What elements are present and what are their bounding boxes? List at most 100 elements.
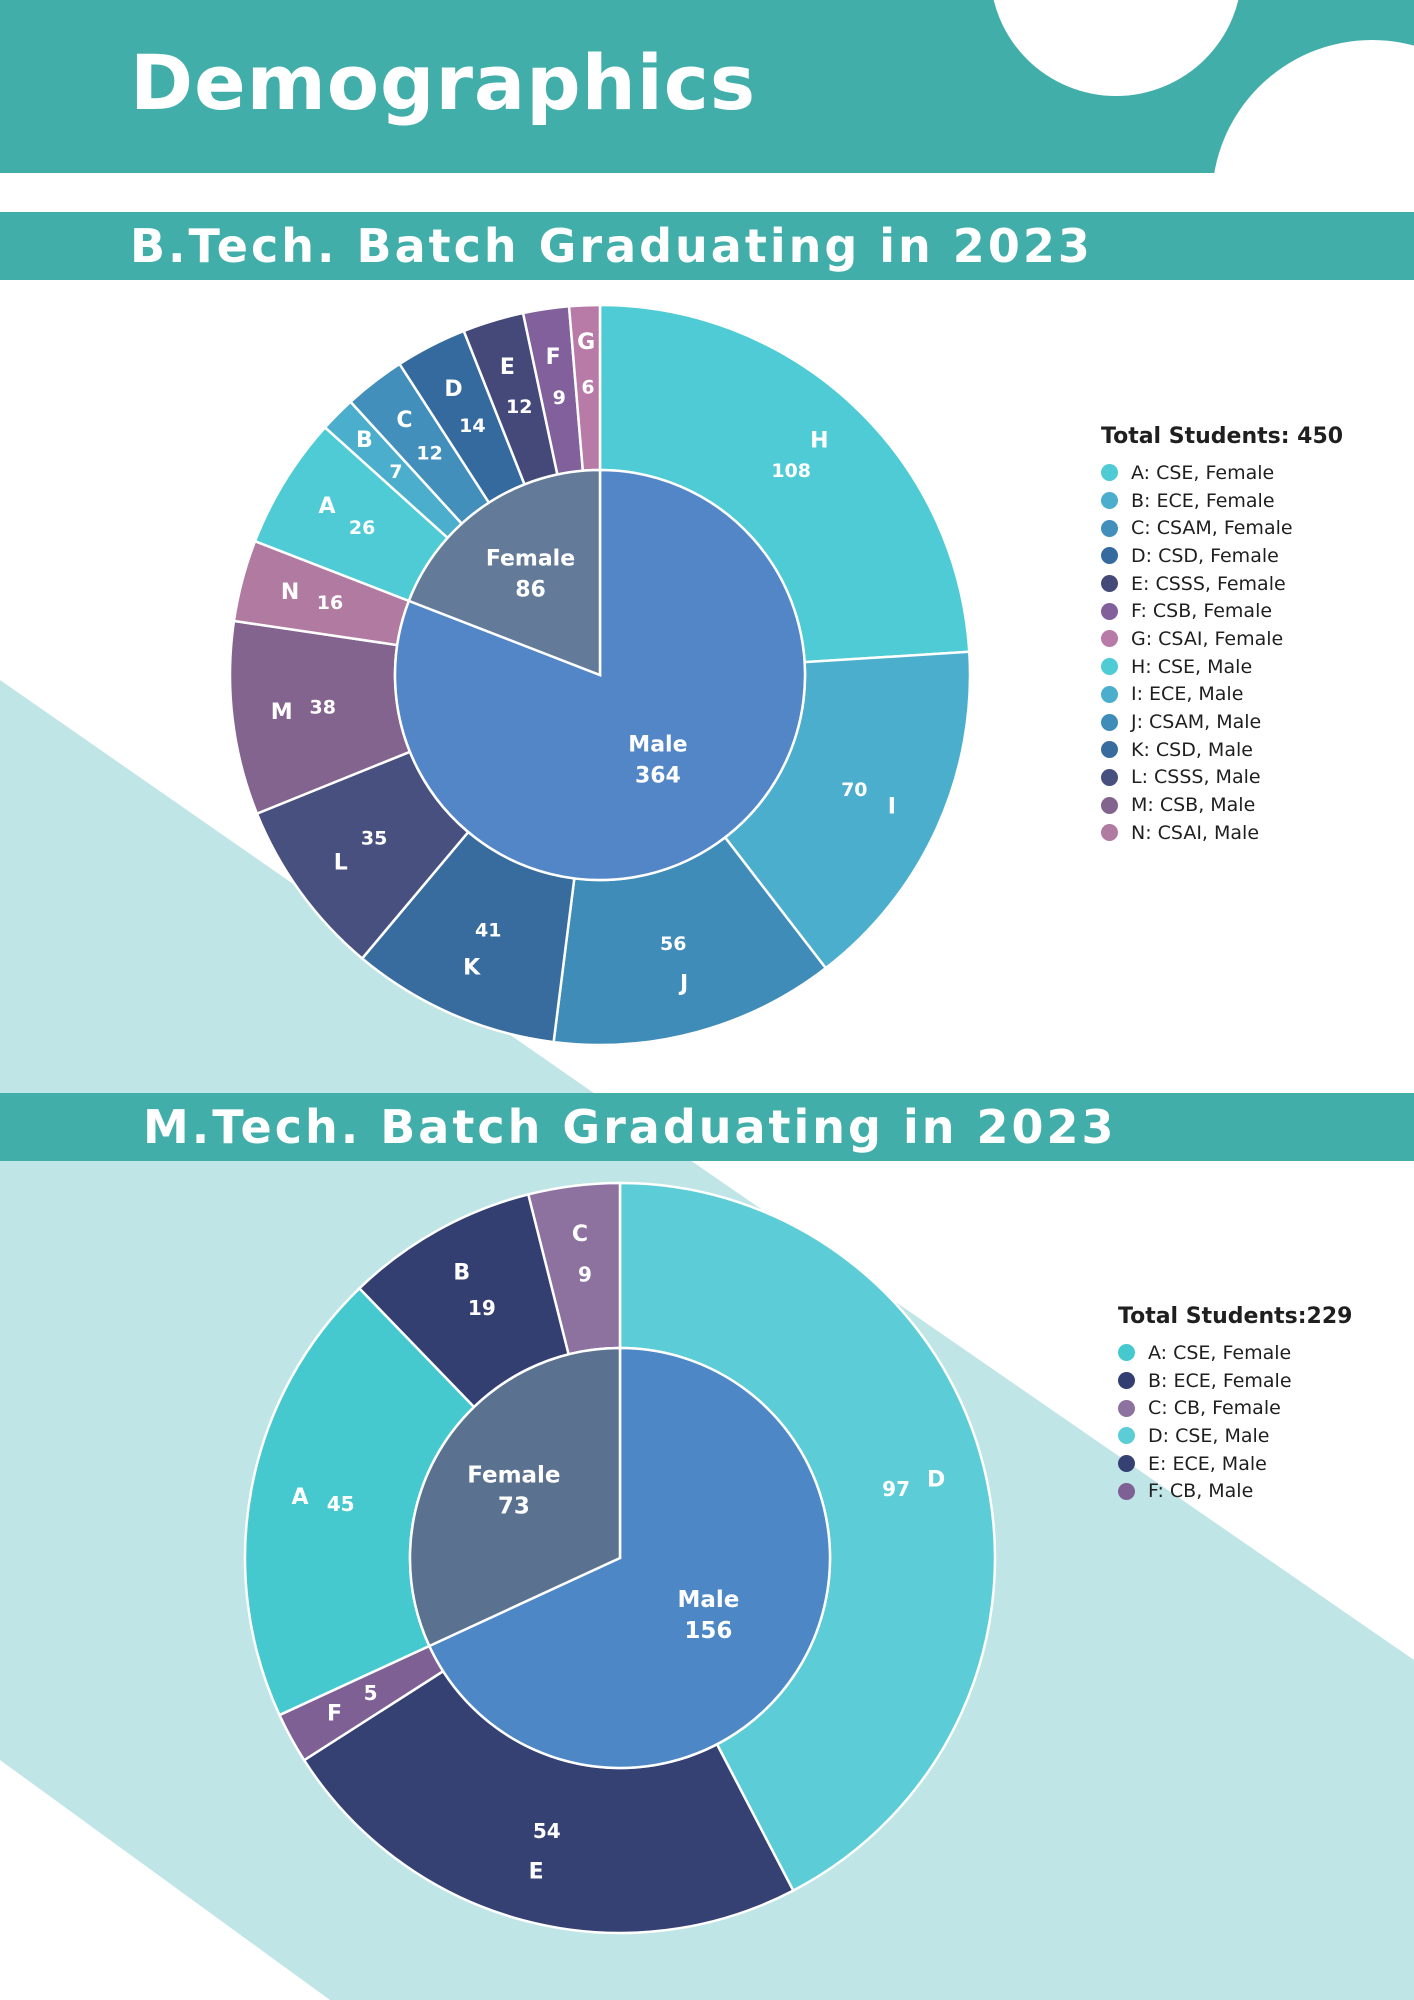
btech-legend-item: B: ECE, Female	[1101, 487, 1343, 515]
btech-legend-swatch	[1101, 824, 1118, 842]
btech-legend-swatch	[1101, 464, 1118, 482]
btech-slice-letter-h: H	[810, 428, 828, 453]
btech-legend-swatch	[1101, 575, 1118, 593]
mtech-legend-swatch	[1118, 1482, 1135, 1500]
mtech-inner-value-male: 156	[684, 1618, 732, 1644]
btech-legend-label: D: CSD, Female	[1131, 544, 1279, 567]
btech-legend-label: K: CSD, Male	[1131, 738, 1253, 761]
btech-slice-value-g: 6	[581, 376, 594, 398]
btech-legend-label: G: CSAI, Female	[1131, 627, 1284, 650]
mtech-legend-label: A: CSE, Female	[1148, 1341, 1292, 1364]
btech-inner-label-female: Female	[486, 547, 575, 572]
mtech-slice-letter-f: F	[327, 1701, 342, 1726]
btech-inner-slice-female	[407, 468, 602, 677]
btech-legend-item: A: CSE, Female	[1101, 459, 1343, 487]
btech-legend-swatch	[1101, 768, 1118, 786]
btech-slice-value-e: 12	[506, 396, 532, 418]
btech-legend-label: F: CSB, Female	[1131, 600, 1273, 623]
mtech-slice-value-a: 45	[327, 1492, 355, 1516]
btech-legend-item: M: CSB, Male	[1101, 791, 1343, 819]
mtech-slice-letter-b: B	[453, 1261, 470, 1286]
btech-slice-letter-g: G	[577, 330, 595, 355]
btech-legend-swatch	[1101, 713, 1118, 731]
btech-legend-swatch	[1101, 796, 1118, 814]
btech-inner-label-male: Male	[628, 733, 687, 758]
btech-legend-label: H: CSE, Male	[1131, 655, 1253, 678]
btech-legend-swatch	[1101, 685, 1118, 703]
btech-legend-label: M: CSB, Male	[1131, 794, 1256, 817]
mtech-legend-item: A: CSE, Female	[1118, 1339, 1352, 1367]
btech-legend-item: C: CSAM, Female	[1101, 514, 1343, 542]
diagonal-band-lower-white	[0, 1760, 330, 2000]
btech-slice-value-b: 7	[389, 461, 402, 483]
btech-legend-label: L: CSSS, Male	[1131, 766, 1261, 789]
btech-inner-value-female: 86	[515, 578, 546, 603]
btech-legend-swatch	[1101, 547, 1118, 565]
btech-legend-item: F: CSB, Female	[1101, 597, 1343, 625]
btech-slice-letter-j: J	[678, 971, 688, 996]
btech-legend-swatch	[1101, 741, 1118, 759]
btech-slice-letter-f: F	[546, 345, 561, 370]
mtech-legend-label: E: ECE, Male	[1148, 1452, 1267, 1475]
mtech-slice-value-b: 19	[468, 1296, 496, 1320]
mtech-slice-value-d: 97	[882, 1477, 910, 1501]
section-title-btech: B.Tech. Batch Graduating in 2023	[130, 219, 1093, 273]
mtech-legend-label: D: CSE, Male	[1148, 1424, 1270, 1447]
btech-legend-label: B: ECE, Female	[1131, 489, 1275, 512]
btech-legend-item: H: CSE, Male	[1101, 653, 1343, 681]
mtech-legend-label: C: CB, Female	[1148, 1397, 1281, 1420]
page-title: Demographics	[130, 38, 757, 127]
mtech-inner-value-female: 73	[498, 1494, 530, 1520]
mtech-legend-items: A: CSE, Female B: ECE, Female C: CB, Femal…	[1118, 1339, 1352, 1505]
section-title-mtech: M.Tech. Batch Graduating in 2023	[143, 1100, 1117, 1154]
mtech-inner-slice-female	[408, 1346, 622, 1648]
btech-legend-item: E: CSSS, Female	[1101, 570, 1343, 598]
mtech-slice-letter-c: C	[572, 1222, 588, 1247]
btech-slice-letter-a: A	[319, 494, 336, 519]
btech-legend-label: N: CSAI, Male	[1131, 821, 1260, 844]
btech-legend-label: E: CSSS, Female	[1131, 572, 1286, 595]
btech-legend-swatch	[1101, 602, 1118, 620]
btech-slice-value-k: 41	[475, 919, 501, 941]
btech-legend-item: J: CSAM, Male	[1101, 708, 1343, 736]
mtech-legend-item: B: ECE, Female	[1118, 1367, 1352, 1395]
btech-slice-value-f: 9	[553, 387, 566, 409]
btech-legend-swatch	[1101, 630, 1118, 648]
btech-inner-value-male: 364	[635, 764, 681, 789]
mtech-inner-label-female: Female	[467, 1463, 560, 1489]
mtech-inner-label-male: Male	[677, 1587, 739, 1613]
mtech-legend-swatch	[1118, 1455, 1135, 1473]
btech-legend-swatch	[1101, 658, 1118, 676]
btech-legend: Total Students: 450 A: CSE, Female B: ECE…	[1101, 424, 1343, 847]
btech-legend-swatch	[1101, 519, 1118, 537]
page-header: Demographics	[0, 0, 1414, 360]
btech-legend-label: A: CSE, Female	[1131, 461, 1275, 484]
btech-legend-label: J: CSAM, Male	[1131, 711, 1262, 734]
mtech-legend-swatch	[1118, 1344, 1135, 1362]
mtech-slice-letter-d: D	[927, 1468, 945, 1493]
btech-slice-letter-c: C	[396, 408, 412, 433]
btech-legend-item: L: CSSS, Male	[1101, 764, 1343, 792]
btech-legend-item: N: CSAI, Male	[1101, 819, 1343, 847]
mtech-slice-value-f: 5	[364, 1681, 378, 1705]
mtech-legend-swatch	[1118, 1372, 1135, 1390]
btech-slice-letter-n: N	[281, 580, 299, 605]
btech-legend-items: A: CSE, Female B: ECE, Female C: CSAM, Fem…	[1101, 459, 1343, 847]
btech-legend-title: Total Students: 450	[1101, 424, 1344, 449]
decor-circle-top	[993, 0, 1239, 96]
btech-slice-letter-d: D	[444, 377, 462, 402]
mtech-legend-swatch	[1118, 1427, 1135, 1445]
btech-slice-value-d: 14	[459, 415, 485, 437]
mtech-slice-letter-a: A	[292, 1485, 309, 1510]
mtech-slice-letter-e: E	[529, 1860, 544, 1885]
btech-legend-item: K: CSD, Male	[1101, 736, 1343, 764]
btech-slice-value-m: 38	[309, 697, 335, 719]
btech-slice-value-h: 108	[771, 460, 811, 482]
btech-slice-letter-e: E	[500, 355, 515, 380]
btech-legend-swatch	[1101, 492, 1118, 510]
mtech-donut-chart: D 97 E 54 F5 A 45 B 19 C 9 Female 73 Male 156	[243, 1181, 997, 1935]
mtech-legend-item: C: CB, Female	[1118, 1394, 1352, 1422]
mtech-legend: Total Students:229 A: CSE, Female B: ECE,…	[1118, 1304, 1352, 1505]
section-banner-btech: B.Tech. Batch Graduating in 2023	[0, 212, 1414, 280]
btech-slice-value-a: 26	[349, 517, 375, 539]
